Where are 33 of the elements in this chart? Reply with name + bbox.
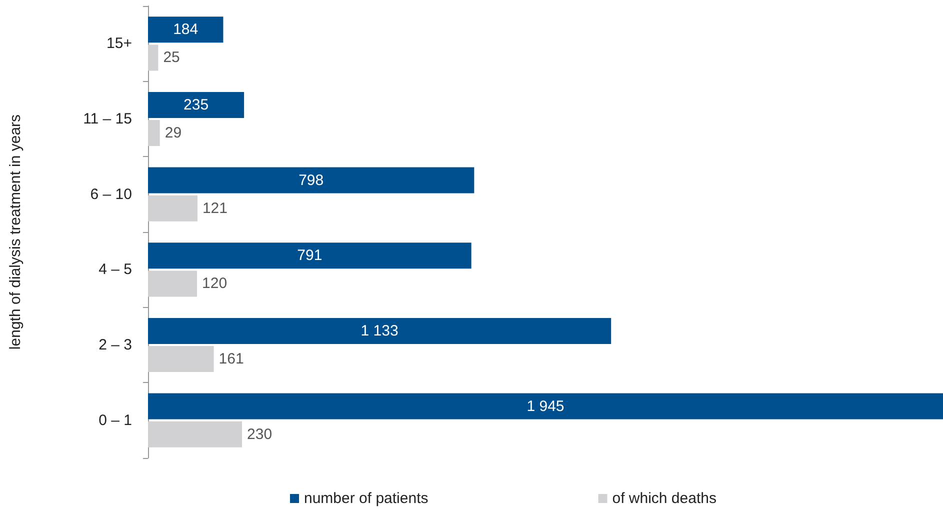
data-label: 1 133: [360, 322, 398, 340]
data-label: 29: [164, 124, 182, 142]
bar: [148, 120, 160, 146]
data-label: 798: [298, 172, 324, 189]
bar: [148, 92, 244, 118]
y-tick-label: 11 – 15: [83, 110, 132, 128]
y-tick-label: 6 – 10: [90, 186, 132, 203]
y-tick-label: 4 – 5: [98, 261, 132, 278]
y-tick-label: 0 – 1: [98, 412, 132, 429]
data-label: 230: [247, 426, 272, 443]
data-label: 1 945: [526, 398, 564, 415]
data-label: 25: [163, 49, 180, 66]
bar: [148, 195, 198, 222]
y-tick-label: 15+: [106, 35, 132, 52]
bar: [148, 167, 474, 194]
bar: [148, 270, 198, 297]
data-label: 120: [202, 275, 228, 292]
y-tick-label: 2 – 3: [98, 336, 132, 354]
bar: [148, 393, 943, 420]
bar: [148, 318, 612, 344]
bar: [148, 242, 472, 269]
bar: [148, 44, 158, 71]
data-label: 791: [297, 247, 322, 264]
data-label: 184: [173, 21, 198, 38]
legend-label: of which deaths: [612, 490, 716, 507]
data-label: 235: [184, 96, 209, 114]
legend-label: number of patients: [304, 490, 428, 507]
y-axis-title: length of dialysis treatment in years: [7, 114, 24, 350]
bar: [148, 16, 224, 43]
data-label: 121: [202, 200, 228, 217]
bar: [148, 346, 214, 372]
data-label: 161: [218, 350, 244, 368]
bar: [148, 421, 242, 448]
